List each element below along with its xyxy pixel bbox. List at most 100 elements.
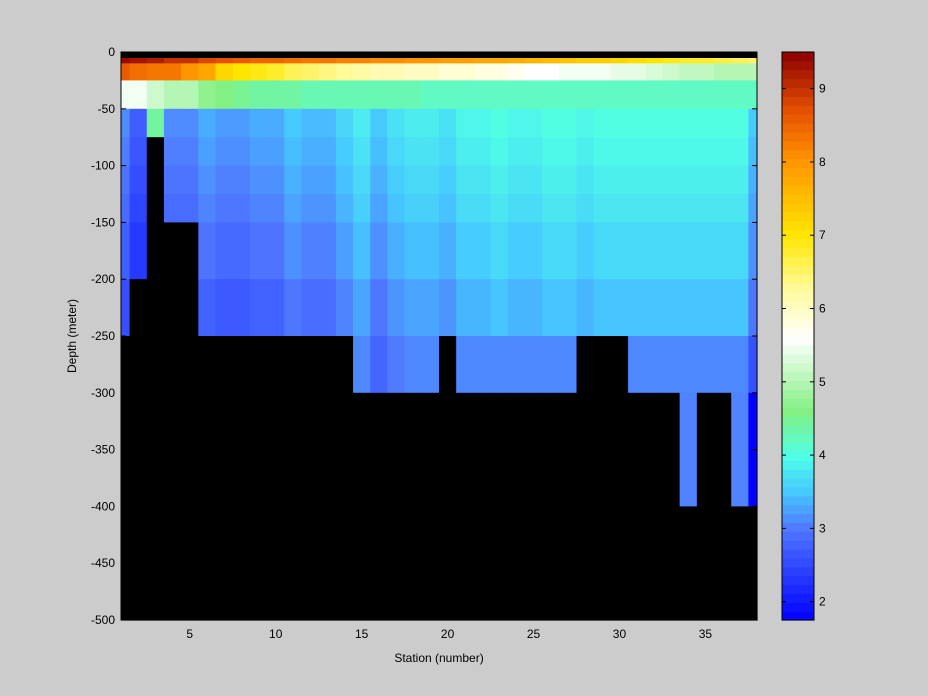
heatmap-cell xyxy=(524,194,543,223)
heatmap-cell xyxy=(215,165,234,195)
heatmap-cell xyxy=(645,506,664,621)
y-tick-label: -500 xyxy=(91,613,115,627)
colorbar-band xyxy=(782,540,814,550)
heatmap-cell xyxy=(490,392,509,507)
heatmap-cell xyxy=(645,336,664,394)
colorbar-band xyxy=(782,167,814,177)
heatmap-cell xyxy=(404,194,423,223)
heatmap-cell xyxy=(679,63,698,81)
heatmap-cell xyxy=(559,392,578,507)
heatmap-cell xyxy=(662,137,681,167)
heatmap-cell xyxy=(524,392,543,507)
colorbar-band xyxy=(782,611,814,621)
heatmap-cell xyxy=(731,108,750,138)
heatmap-cell xyxy=(524,137,543,167)
heatmap-cell xyxy=(146,279,165,337)
heatmap-cell xyxy=(610,63,629,81)
heatmap-cell xyxy=(370,194,389,223)
heatmap-cell xyxy=(353,392,371,507)
heatmap-cell xyxy=(129,506,148,621)
heatmap-cell xyxy=(318,137,337,167)
colorbar-band xyxy=(782,398,814,408)
heatmap-cell xyxy=(662,80,681,110)
heatmap-cell xyxy=(121,63,131,81)
heatmap-cell xyxy=(524,63,543,81)
heatmap-cell xyxy=(267,336,285,394)
heatmap-cell xyxy=(473,336,492,394)
heatmap-cell xyxy=(421,80,440,110)
colorbar-band xyxy=(782,460,814,470)
heatmap-cell xyxy=(542,279,560,337)
heatmap-cell xyxy=(714,392,732,507)
heatmap-cell xyxy=(146,108,165,138)
heatmap-cell xyxy=(679,80,698,110)
heatmap-cell xyxy=(524,336,543,394)
heatmap-cell xyxy=(456,63,474,81)
colorbar-band xyxy=(782,300,814,310)
heatmap-cell xyxy=(456,506,474,621)
heatmap-cell xyxy=(370,506,389,621)
heatmap-cell xyxy=(714,137,732,167)
heatmap-cell xyxy=(490,165,509,195)
heatmap-cell xyxy=(473,194,492,223)
colorbar-band xyxy=(782,309,814,319)
heatmap-cell xyxy=(301,506,320,621)
heatmap-cell xyxy=(662,108,681,138)
colorbar-band xyxy=(782,469,814,479)
heatmap-cell xyxy=(181,165,199,195)
heatmap-cell xyxy=(249,392,268,507)
heatmap-cell xyxy=(249,222,268,280)
colorbar-band xyxy=(782,353,814,364)
heatmap-cell xyxy=(181,108,199,138)
heatmap-cell xyxy=(696,222,715,280)
heatmap-cell xyxy=(404,137,423,167)
heatmap-cell xyxy=(559,137,578,167)
heatmap-cell xyxy=(679,165,698,195)
heatmap-cell xyxy=(628,506,646,621)
colorbar-band xyxy=(782,158,814,168)
heatmap-cell xyxy=(679,279,698,337)
heatmap-cell xyxy=(121,336,131,394)
heatmap-cell xyxy=(249,506,268,621)
heatmap-cell xyxy=(232,279,251,337)
surface-no-data-strip xyxy=(121,52,757,58)
heatmap-cell xyxy=(301,108,320,138)
heatmap-cell xyxy=(318,336,337,394)
colorbar-band xyxy=(782,362,814,373)
heatmap-cell xyxy=(353,80,371,110)
heatmap-cell xyxy=(267,137,285,167)
heatmap-cell xyxy=(542,63,560,81)
heatmap-cell xyxy=(662,392,681,507)
heatmap-cell xyxy=(576,506,595,621)
heatmap-cell xyxy=(473,80,492,110)
heatmap-cell xyxy=(198,108,217,138)
heatmap-cell xyxy=(121,194,131,223)
heatmap-cell xyxy=(370,392,389,507)
heatmap-cell xyxy=(507,108,526,138)
heatmap-cell xyxy=(163,63,182,81)
heatmap-cell xyxy=(628,194,646,223)
heatmap-cell xyxy=(714,194,732,223)
heatmap-cell xyxy=(696,194,715,223)
heatmap-cell xyxy=(662,279,681,337)
colorbar-band xyxy=(782,451,814,461)
heatmap-cell xyxy=(353,336,371,394)
y-tick-label: -400 xyxy=(91,499,115,513)
heatmap-cell xyxy=(267,108,285,138)
heatmap-cell xyxy=(404,506,423,621)
heatmap-cell xyxy=(249,194,268,223)
heatmap-cell xyxy=(181,137,199,167)
heatmap-cell xyxy=(662,194,681,223)
heatmap-cell xyxy=(610,108,629,138)
heatmap-cell xyxy=(748,80,758,110)
heatmap-cell xyxy=(146,222,165,280)
colorbar-band xyxy=(782,531,814,541)
heatmap-cell xyxy=(542,80,560,110)
heatmap-cell xyxy=(628,222,646,280)
colorbar-band xyxy=(782,131,814,142)
heatmap-cell xyxy=(610,80,629,110)
heatmap-cell xyxy=(662,506,681,621)
heatmap-cell xyxy=(181,63,199,81)
heatmap-cell xyxy=(370,336,389,394)
heatmap-cell xyxy=(163,80,182,110)
